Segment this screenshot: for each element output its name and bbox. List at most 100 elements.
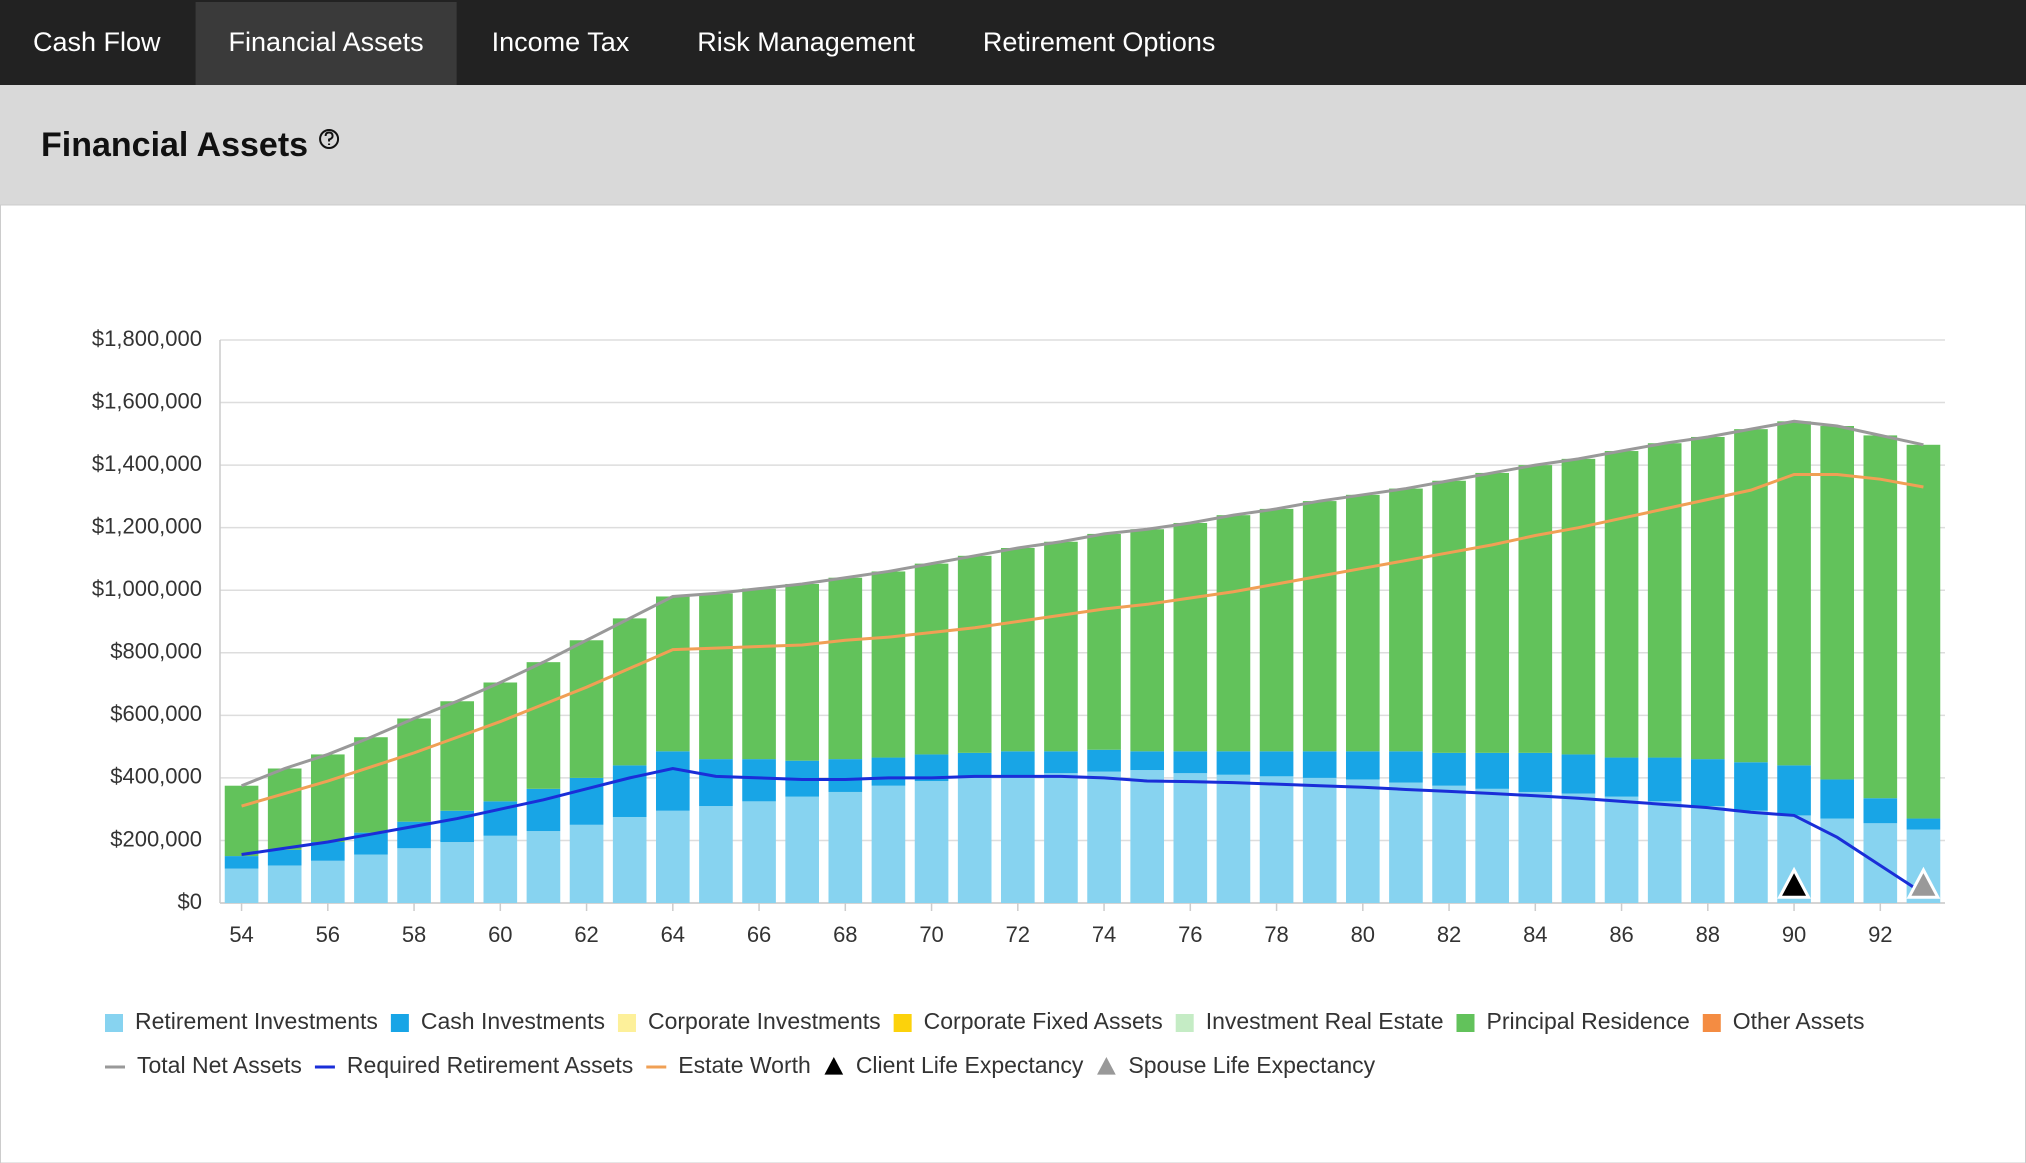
legend-label[interactable]: Corporate Fixed Assets	[924, 1008, 1163, 1034]
bar-segment	[1432, 480, 1466, 753]
bar-segment	[483, 835, 518, 903]
nav-tab[interactable]: Income Tax	[459, 2, 663, 85]
bar-segment	[267, 768, 302, 850]
bar-segment	[655, 596, 690, 752]
legend-item[interactable]: Other Assets	[1702, 1008, 1865, 1034]
bar-segment	[1000, 776, 1035, 903]
legend-label[interactable]: Investment Real Estate	[1206, 1008, 1444, 1034]
bar-segment	[1820, 779, 1855, 819]
bar-segment	[1863, 798, 1898, 824]
nav-tab[interactable]: Financial Assets	[195, 2, 457, 85]
bar-segment	[1690, 436, 1725, 760]
bar-segment	[1087, 533, 1121, 750]
legend-swatch[interactable]	[1456, 1014, 1475, 1032]
bar-segment	[1302, 751, 1337, 778]
legend-swatch[interactable]	[1097, 1057, 1116, 1075]
legend-swatch[interactable]	[824, 1057, 844, 1075]
bar-segment	[1475, 472, 1510, 753]
tab-label[interactable]: Income Tax	[492, 27, 630, 57]
bar-segment	[1863, 823, 1898, 903]
bar-segment	[655, 810, 690, 903]
legend-item[interactable]: Corporate Fixed Assets	[893, 1008, 1163, 1034]
legend-item[interactable]: Corporate Investments	[617, 1008, 881, 1034]
nav-tab[interactable]: Risk Management	[664, 2, 948, 85]
legend-label[interactable]: Client Life Expectancy	[856, 1052, 1084, 1078]
bar-segment	[310, 754, 345, 843]
help-glyph[interactable]	[324, 131, 334, 146]
bar-segment	[612, 765, 647, 817]
bar-segment	[699, 759, 733, 807]
bar-segment	[957, 555, 992, 753]
y-tick-label: $600,000	[110, 701, 202, 726]
legend-swatch[interactable]	[893, 1014, 912, 1032]
legend-label[interactable]: Other Assets	[1733, 1008, 1865, 1034]
bar-segment	[1518, 465, 1553, 753]
bar-segment	[612, 816, 647, 903]
legend-item[interactable]: Estate Worth	[646, 1052, 811, 1078]
page-title: Financial Assets	[41, 126, 308, 164]
y-tick-label: $1,800,000	[92, 326, 202, 351]
bar-segment	[1690, 759, 1725, 807]
tab-label[interactable]: Retirement Options	[983, 27, 1216, 57]
bar-segment	[354, 854, 388, 903]
legend-item[interactable]: Client Life Expectancy	[824, 1052, 1084, 1078]
line-series	[241, 419, 1924, 788]
bar-segment	[1044, 541, 1078, 752]
x-tick-label: 78	[1264, 922, 1288, 947]
bar-segment	[655, 751, 690, 811]
legend-swatch[interactable]	[617, 1014, 636, 1032]
nav-tab[interactable]: Cash Flow	[0, 2, 194, 85]
bar-segment	[1216, 751, 1251, 775]
life-expectancy-marker	[1906, 866, 1941, 899]
bar-segment	[1561, 458, 1596, 755]
bar-segment	[526, 831, 561, 903]
legend-label[interactable]: Required Retirement Assets	[347, 1052, 633, 1078]
legend-label[interactable]: Principal Residence	[1487, 1008, 1690, 1034]
legend-label[interactable]: Corporate Investments	[648, 1008, 881, 1034]
legend-item[interactable]: Required Retirement Assets	[314, 1052, 633, 1078]
bar-segment	[1518, 752, 1553, 792]
bar-segment	[1647, 801, 1682, 903]
legend-item[interactable]: Cash Investments	[390, 1008, 605, 1034]
legend-swatch[interactable]	[390, 1014, 409, 1032]
bar-segment	[224, 785, 259, 857]
legend-item[interactable]: Retirement Investments	[105, 1008, 378, 1034]
bar-segment	[742, 588, 776, 760]
legend-swatch[interactable]	[1175, 1014, 1194, 1032]
bar-segment	[1906, 444, 1941, 819]
bar-segment	[828, 791, 863, 903]
nav-tab[interactable]: Retirement Options	[950, 2, 1249, 85]
x-tick-label: 66	[747, 922, 771, 947]
legend-item[interactable]: Investment Real Estate	[1175, 1008, 1444, 1034]
bar-segment	[1130, 529, 1165, 752]
tab-label[interactable]: Risk Management	[697, 27, 915, 57]
help-circle[interactable]	[319, 129, 340, 149]
legend-item[interactable]: Principal Residence	[1456, 1008, 1690, 1034]
x-tick-label: 56	[316, 922, 340, 947]
bar-segment	[1087, 771, 1121, 903]
legend-label[interactable]: Spouse Life Expectancy	[1128, 1052, 1375, 1078]
bar-segment	[440, 842, 475, 903]
bar-segment	[1906, 818, 1941, 830]
bar-segment	[1734, 429, 1768, 763]
legend-swatch[interactable]	[105, 1014, 123, 1032]
x-tick-label: 72	[1006, 922, 1030, 947]
bar-segment	[1216, 515, 1251, 752]
legend-label[interactable]: Cash Investments	[421, 1008, 605, 1034]
bar-segment	[957, 777, 992, 903]
tab-label[interactable]: Cash Flow	[33, 27, 161, 57]
legend-label[interactable]: Total Net Assets	[137, 1052, 302, 1078]
legend-item[interactable]: Spouse Life Expectancy	[1097, 1052, 1376, 1078]
tab-background[interactable]	[195, 2, 457, 85]
legend-label[interactable]: Retirement Investments	[135, 1008, 378, 1034]
bar-segment	[914, 781, 949, 903]
legend-swatch[interactable]	[1702, 1014, 1721, 1032]
bar-segment	[1130, 770, 1165, 903]
bar-segment	[1475, 752, 1510, 789]
legend-label[interactable]: Estate Worth	[678, 1052, 811, 1078]
legend-item[interactable]: Total Net Assets	[105, 1052, 302, 1078]
x-tick-label: 88	[1696, 922, 1720, 947]
tab-label[interactable]: Financial Assets	[229, 27, 424, 57]
help-icon[interactable]	[319, 129, 340, 149]
bar-segment	[1604, 796, 1639, 903]
